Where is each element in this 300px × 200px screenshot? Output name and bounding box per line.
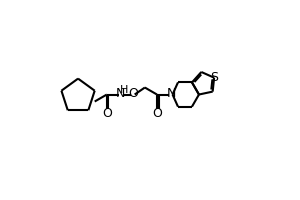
Text: N: N [116,87,125,100]
Text: S: S [210,71,218,84]
Text: H: H [120,85,128,95]
Text: O: O [128,87,138,100]
Text: N: N [166,87,176,100]
Text: O: O [102,107,112,120]
Text: O: O [152,107,162,120]
